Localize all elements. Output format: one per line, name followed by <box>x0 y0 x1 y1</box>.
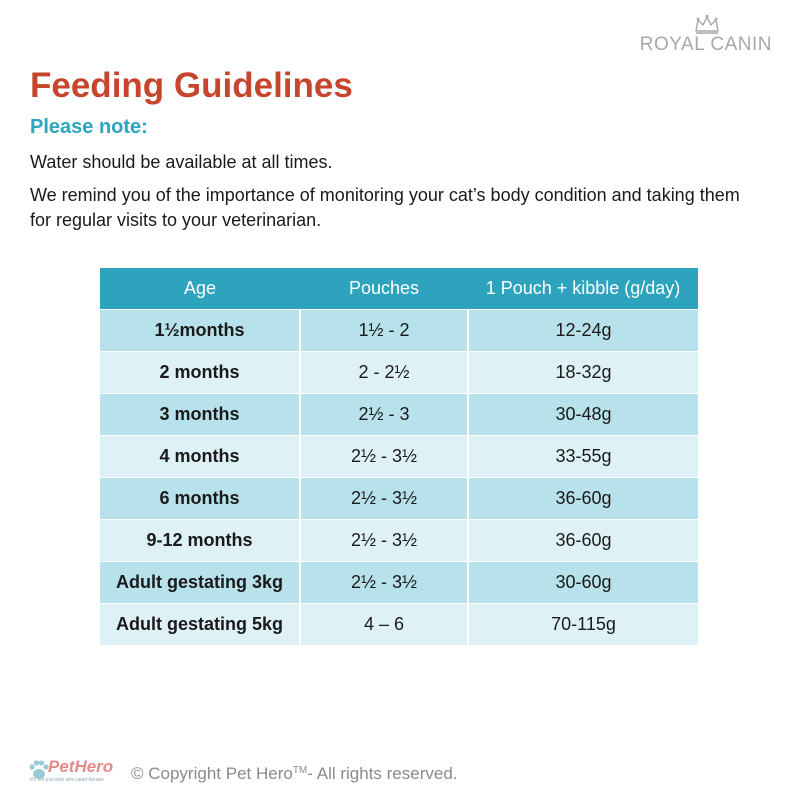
table-row: 6 months 2½ - 3½ 36-60g <box>100 476 698 519</box>
grams-cell: 30-60g <box>467 560 698 603</box>
brand-logo-text: ROYAL CANIN <box>639 34 772 55</box>
grams-cell: 36-60g <box>467 476 698 519</box>
table-row: 1½months 1½ - 2 12-24g <box>100 308 698 351</box>
age-cell: 6 months <box>100 476 300 519</box>
table-row: Adult gestating 5kg 4 – 6 70-115g <box>100 602 698 645</box>
pouches-cell: 2½ - 3½ <box>299 476 468 519</box>
age-cell: 9-12 months <box>100 518 300 561</box>
header-age: Age <box>100 268 300 309</box>
age-cell: 1½months <box>100 308 300 351</box>
pouches-cell: 4 – 6 <box>299 602 468 645</box>
pethero-logo: PetHero It's not just kids who need hero… <box>26 757 120 787</box>
table-row: 4 months 2½ - 3½ 33-55g <box>100 434 698 477</box>
table-header-row: Age Pouches 1 Pouch + kibble (g/day) <box>100 268 698 309</box>
pouches-cell: 1½ - 2 <box>299 308 468 351</box>
table-row: 9-12 months 2½ - 3½ 36-60g <box>100 518 698 561</box>
pethero-logo-text: PetHero <box>48 757 114 776</box>
water-note: Water should be available at all times. <box>30 152 333 172</box>
pouches-cell: 2½ - 3½ <box>299 518 468 561</box>
page-title: Feeding Guidelines <box>30 66 353 105</box>
feeding-table: Age Pouches 1 Pouch + kibble (g/day) 1½m… <box>100 268 698 645</box>
grams-cell: 12-24g <box>467 308 698 351</box>
grams-cell: 36-60g <box>467 518 698 561</box>
pouches-cell: 2½ - 3½ <box>299 434 468 477</box>
age-cell: 4 months <box>100 434 300 477</box>
copyright-prefix: © Copyright Pet Hero <box>131 764 293 783</box>
vet-note: We remind you of the importance of monit… <box>30 185 740 230</box>
table-row: 2 months 2 - 2½ 18-32g <box>100 350 698 393</box>
age-cell: 2 months <box>100 350 300 393</box>
age-cell: Adult gestating 5kg <box>100 602 300 645</box>
grams-cell: 30-48g <box>467 392 698 435</box>
pethero-tagline: It's not just kids who need heroes <box>30 777 104 783</box>
grams-cell: 70-115g <box>467 602 698 645</box>
age-cell: Adult gestating 3kg <box>100 560 300 603</box>
table-row: Adult gestating 3kg 2½ - 3½ 30-60g <box>100 560 698 603</box>
trademark-mark: TM <box>292 765 308 776</box>
grams-cell: 18-32g <box>467 350 698 393</box>
crown-icon <box>695 14 719 34</box>
paw-icon <box>29 760 49 779</box>
pouches-cell: 2 - 2½ <box>299 350 468 393</box>
header-pouches: Pouches <box>300 268 468 309</box>
age-cell: 3 months <box>100 392 300 435</box>
header-pouch-kibble: 1 Pouch + kibble (g/day) <box>468 268 698 309</box>
grams-cell: 33-55g <box>467 434 698 477</box>
copyright-suffix: - All rights reserved. <box>307 764 458 783</box>
pouches-cell: 2½ - 3 <box>299 392 468 435</box>
pouches-cell: 2½ - 3½ <box>299 560 468 603</box>
table-row: 3 months 2½ - 3 30-48g <box>100 392 698 435</box>
copyright-notice: © Copyright Pet HeroTM- All rights reser… <box>131 764 458 784</box>
royal-canin-logo: ROYAL CANIN <box>632 14 772 58</box>
note-heading: Please note: <box>30 116 148 138</box>
